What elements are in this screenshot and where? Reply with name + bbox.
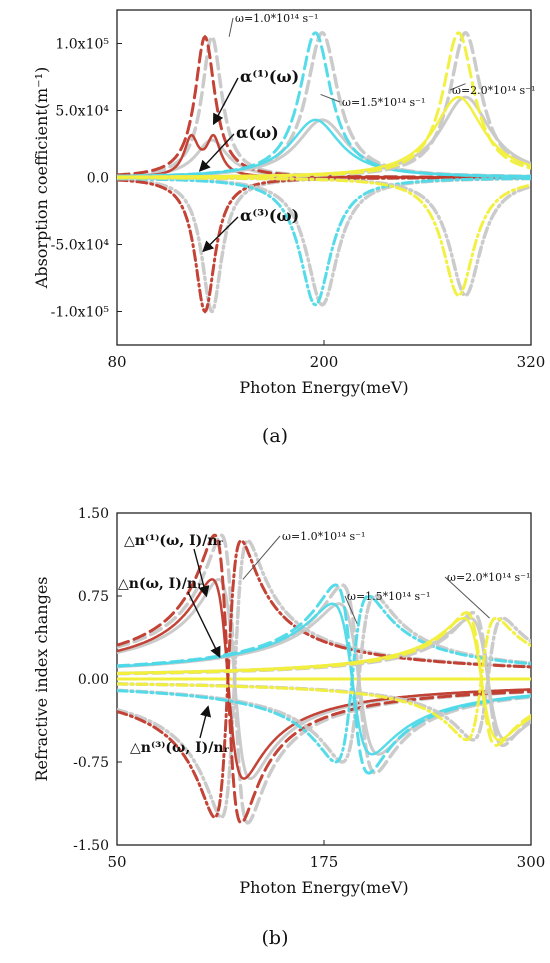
third-order-absorption-line — [117, 176, 531, 297]
total-index-line — [117, 602, 531, 756]
omega-leader-line — [320, 93, 341, 103]
y-tick-label: 0.75 — [78, 589, 109, 605]
annotation-arrow — [202, 216, 239, 253]
x-tick-label: 200 — [310, 353, 339, 371]
linear-index-line — [117, 583, 531, 775]
linear-index-line — [117, 533, 531, 825]
y-tick-label: 0.0 — [87, 171, 109, 187]
annotation-arrow — [187, 591, 221, 659]
plot-area — [117, 30, 531, 314]
annotation-arrow — [198, 133, 235, 172]
third-order-absorption-line — [117, 177, 531, 307]
y-tick-label: -1.0x10⁵ — [51, 305, 110, 321]
x-tick-label: 175 — [310, 853, 339, 871]
y-tick-label: -1.50 — [73, 838, 109, 854]
third-order-index-line — [117, 594, 531, 764]
y-axis-label: Refractive index changes — [32, 577, 51, 782]
panel-label-a: (a) — [261, 425, 289, 447]
annotation-arrow — [193, 548, 210, 598]
delta-n3-label: △n⁽³⁾(ω, I)/nᵣ — [130, 740, 230, 756]
x-axis-label: Photon Energy(meV) — [239, 378, 408, 397]
refractive-index-chart: 50 175 300 1.50 0.75 0.00 -0.75 -1.50 Photon Ene… — [32, 506, 546, 897]
omega-label: ω=1.0*10¹⁴ s⁻¹ — [235, 12, 318, 25]
absorption-chart: 80 200 320 1.0x10⁵ 5.0x10⁴ 0.0 -5.0x10⁴ -1.0x10… — [32, 9, 546, 397]
delta-n-label: △n(ω, I)/nᵣ — [118, 576, 203, 592]
third-order-index-line — [117, 539, 531, 819]
y-tick-label: 1.0x10⁵ — [55, 37, 109, 53]
x-tick-label: 300 — [517, 853, 546, 871]
y-tick-label: 5.0x10⁴ — [55, 104, 109, 120]
panel-label-b: (b) — [261, 927, 289, 949]
total-index-line — [117, 578, 531, 780]
annotation-arrow — [199, 705, 212, 739]
total-index-line — [117, 616, 531, 742]
omega-leader-line — [228, 17, 234, 37]
omega-label: ω=1.5*10¹⁴ s⁻¹ — [347, 590, 430, 603]
x-tick-label: 50 — [107, 853, 126, 871]
alpha-label: α(ω) — [236, 123, 279, 142]
delta-n1-label: △n⁽¹⁾(ω, I)/nᵣ — [124, 533, 224, 549]
omega-leader-line — [344, 595, 358, 624]
plot-area — [117, 533, 531, 825]
total-absorption-line — [117, 133, 531, 179]
x-axis-label: Photon Energy(meV) — [239, 878, 408, 897]
total-absorption-ghost — [117, 95, 531, 179]
alpha1-label: α⁽¹⁾(ω) — [240, 67, 299, 86]
omega-label: ω=2.0*10¹⁴ s⁻¹ — [452, 84, 535, 97]
x-tick-label: 80 — [107, 353, 126, 371]
total-absorption-line — [117, 118, 531, 178]
third-order-index-line — [117, 616, 531, 742]
y-tick-label: -5.0x10⁴ — [51, 238, 110, 254]
chart-panel-a: 80 200 320 1.0x10⁵ 5.0x10⁴ 0.0 -5.0x10⁴ -1.0x10… — [0, 0, 550, 470]
x-tick-label: 320 — [517, 353, 546, 371]
y-tick-label: 1.50 — [78, 506, 109, 522]
chart-panel-b: 50 175 300 1.50 0.75 0.00 -0.75 -1.50 Photon Ene… — [0, 480, 550, 963]
y-tick-label: -0.75 — [73, 755, 109, 771]
y-tick-label: 0.00 — [78, 672, 109, 688]
omega-label: ω=1.0*10¹⁴ s⁻¹ — [282, 530, 365, 543]
total-absorption-line — [117, 95, 531, 179]
omega-label: ω=2.0*10¹⁴ s⁻¹ — [447, 571, 530, 584]
alpha3-label: α⁽³⁾(ω) — [240, 206, 299, 225]
y-axis-label: Absorption coefficient(m⁻¹) — [32, 67, 51, 289]
annotation-arrow — [212, 77, 239, 126]
omega-label: ω=1.5*10¹⁴ s⁻¹ — [342, 96, 425, 109]
omega-leader-line — [449, 83, 466, 91]
omega-leader-line — [242, 535, 281, 580]
omega-leader-line — [444, 576, 490, 619]
